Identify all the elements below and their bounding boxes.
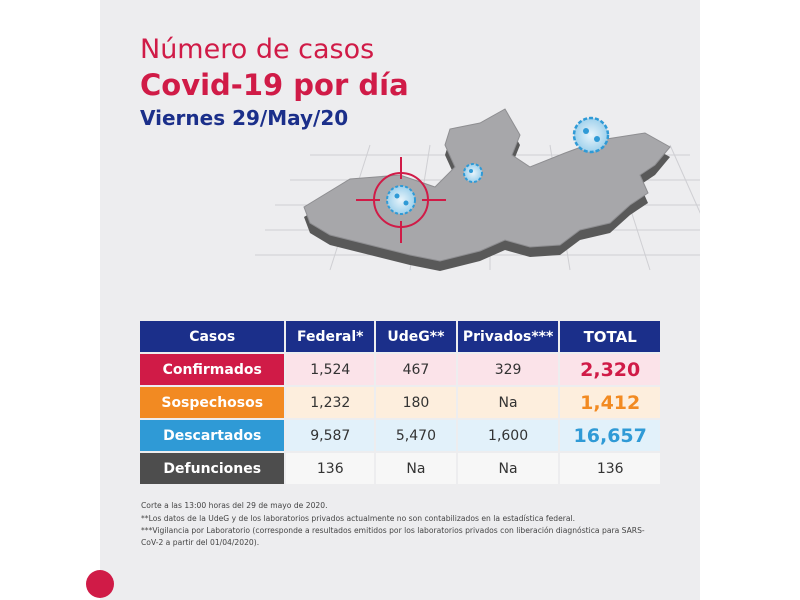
header-udeg: UdeG** [376, 321, 456, 352]
row-label: Descartados [140, 420, 285, 451]
title-line-2: Covid-19 por día [140, 68, 409, 102]
privados-value: 1,600 [457, 420, 559, 451]
footnote-udeg: **Los datos de la UdeG y de los laborato… [141, 513, 576, 523]
header-casos: Casos [140, 321, 285, 352]
jalisco-map [255, 108, 700, 271]
table-row: Descartados 9,587 5,470 1,600 16,657 [140, 420, 660, 451]
virus-icon [572, 116, 610, 154]
report-date: Viernes 29/May/20 [140, 106, 349, 130]
udeg-value: 467 [376, 354, 456, 385]
federal-value: 136 [286, 453, 375, 484]
footnote-cutoff: Corte a las 13:00 horas del 29 de mayo d… [141, 501, 328, 510]
crosshair-target-icon [356, 157, 446, 243]
infographic-card: Número de casos Covid-19 por día Viernes… [100, 0, 700, 600]
federal-value: 9,587 [286, 420, 375, 451]
header-federal: Federal* [286, 321, 375, 352]
table-row: Defunciones 136 Na Na 136 [140, 453, 660, 484]
udeg-value: 180 [376, 387, 456, 418]
footnote-privados: ***Vigilancia por Laboratorio (correspon… [141, 526, 645, 547]
footnotes: Corte a las 13:00 horas del 29 de mayo d… [141, 500, 661, 549]
udeg-value: Na [376, 453, 456, 484]
privados-value: 329 [457, 354, 559, 385]
privados-value: Na [457, 387, 559, 418]
total-value: 16,657 [560, 420, 660, 451]
header-privados: Privados*** [457, 321, 559, 352]
row-label: Sospechosos [140, 387, 285, 418]
federal-value: 1,232 [286, 387, 375, 418]
virus-icon [386, 185, 416, 215]
table-row: Confirmados 1,524 467 329 2,320 [140, 354, 660, 385]
total-value: 2,320 [560, 354, 660, 385]
title-line-1: Número de casos [140, 34, 375, 65]
table-header-row: Casos Federal* UdeG** Privados*** TOTAL [140, 321, 660, 352]
virus-icon [463, 163, 483, 183]
total-value: 1,412 [560, 387, 660, 418]
row-label: Confirmados [140, 354, 285, 385]
row-label: Defunciones [140, 453, 285, 484]
federal-value: 1,524 [286, 354, 375, 385]
header-total: TOTAL [560, 321, 660, 352]
table-row: Sospechosos 1,232 180 Na 1,412 [140, 387, 660, 418]
total-value: 136 [560, 453, 660, 484]
privados-value: Na [457, 453, 559, 484]
cases-table: Casos Federal* UdeG** Privados*** TOTAL … [140, 321, 660, 484]
corner-decoration [86, 570, 114, 598]
udeg-value: 5,470 [376, 420, 456, 451]
